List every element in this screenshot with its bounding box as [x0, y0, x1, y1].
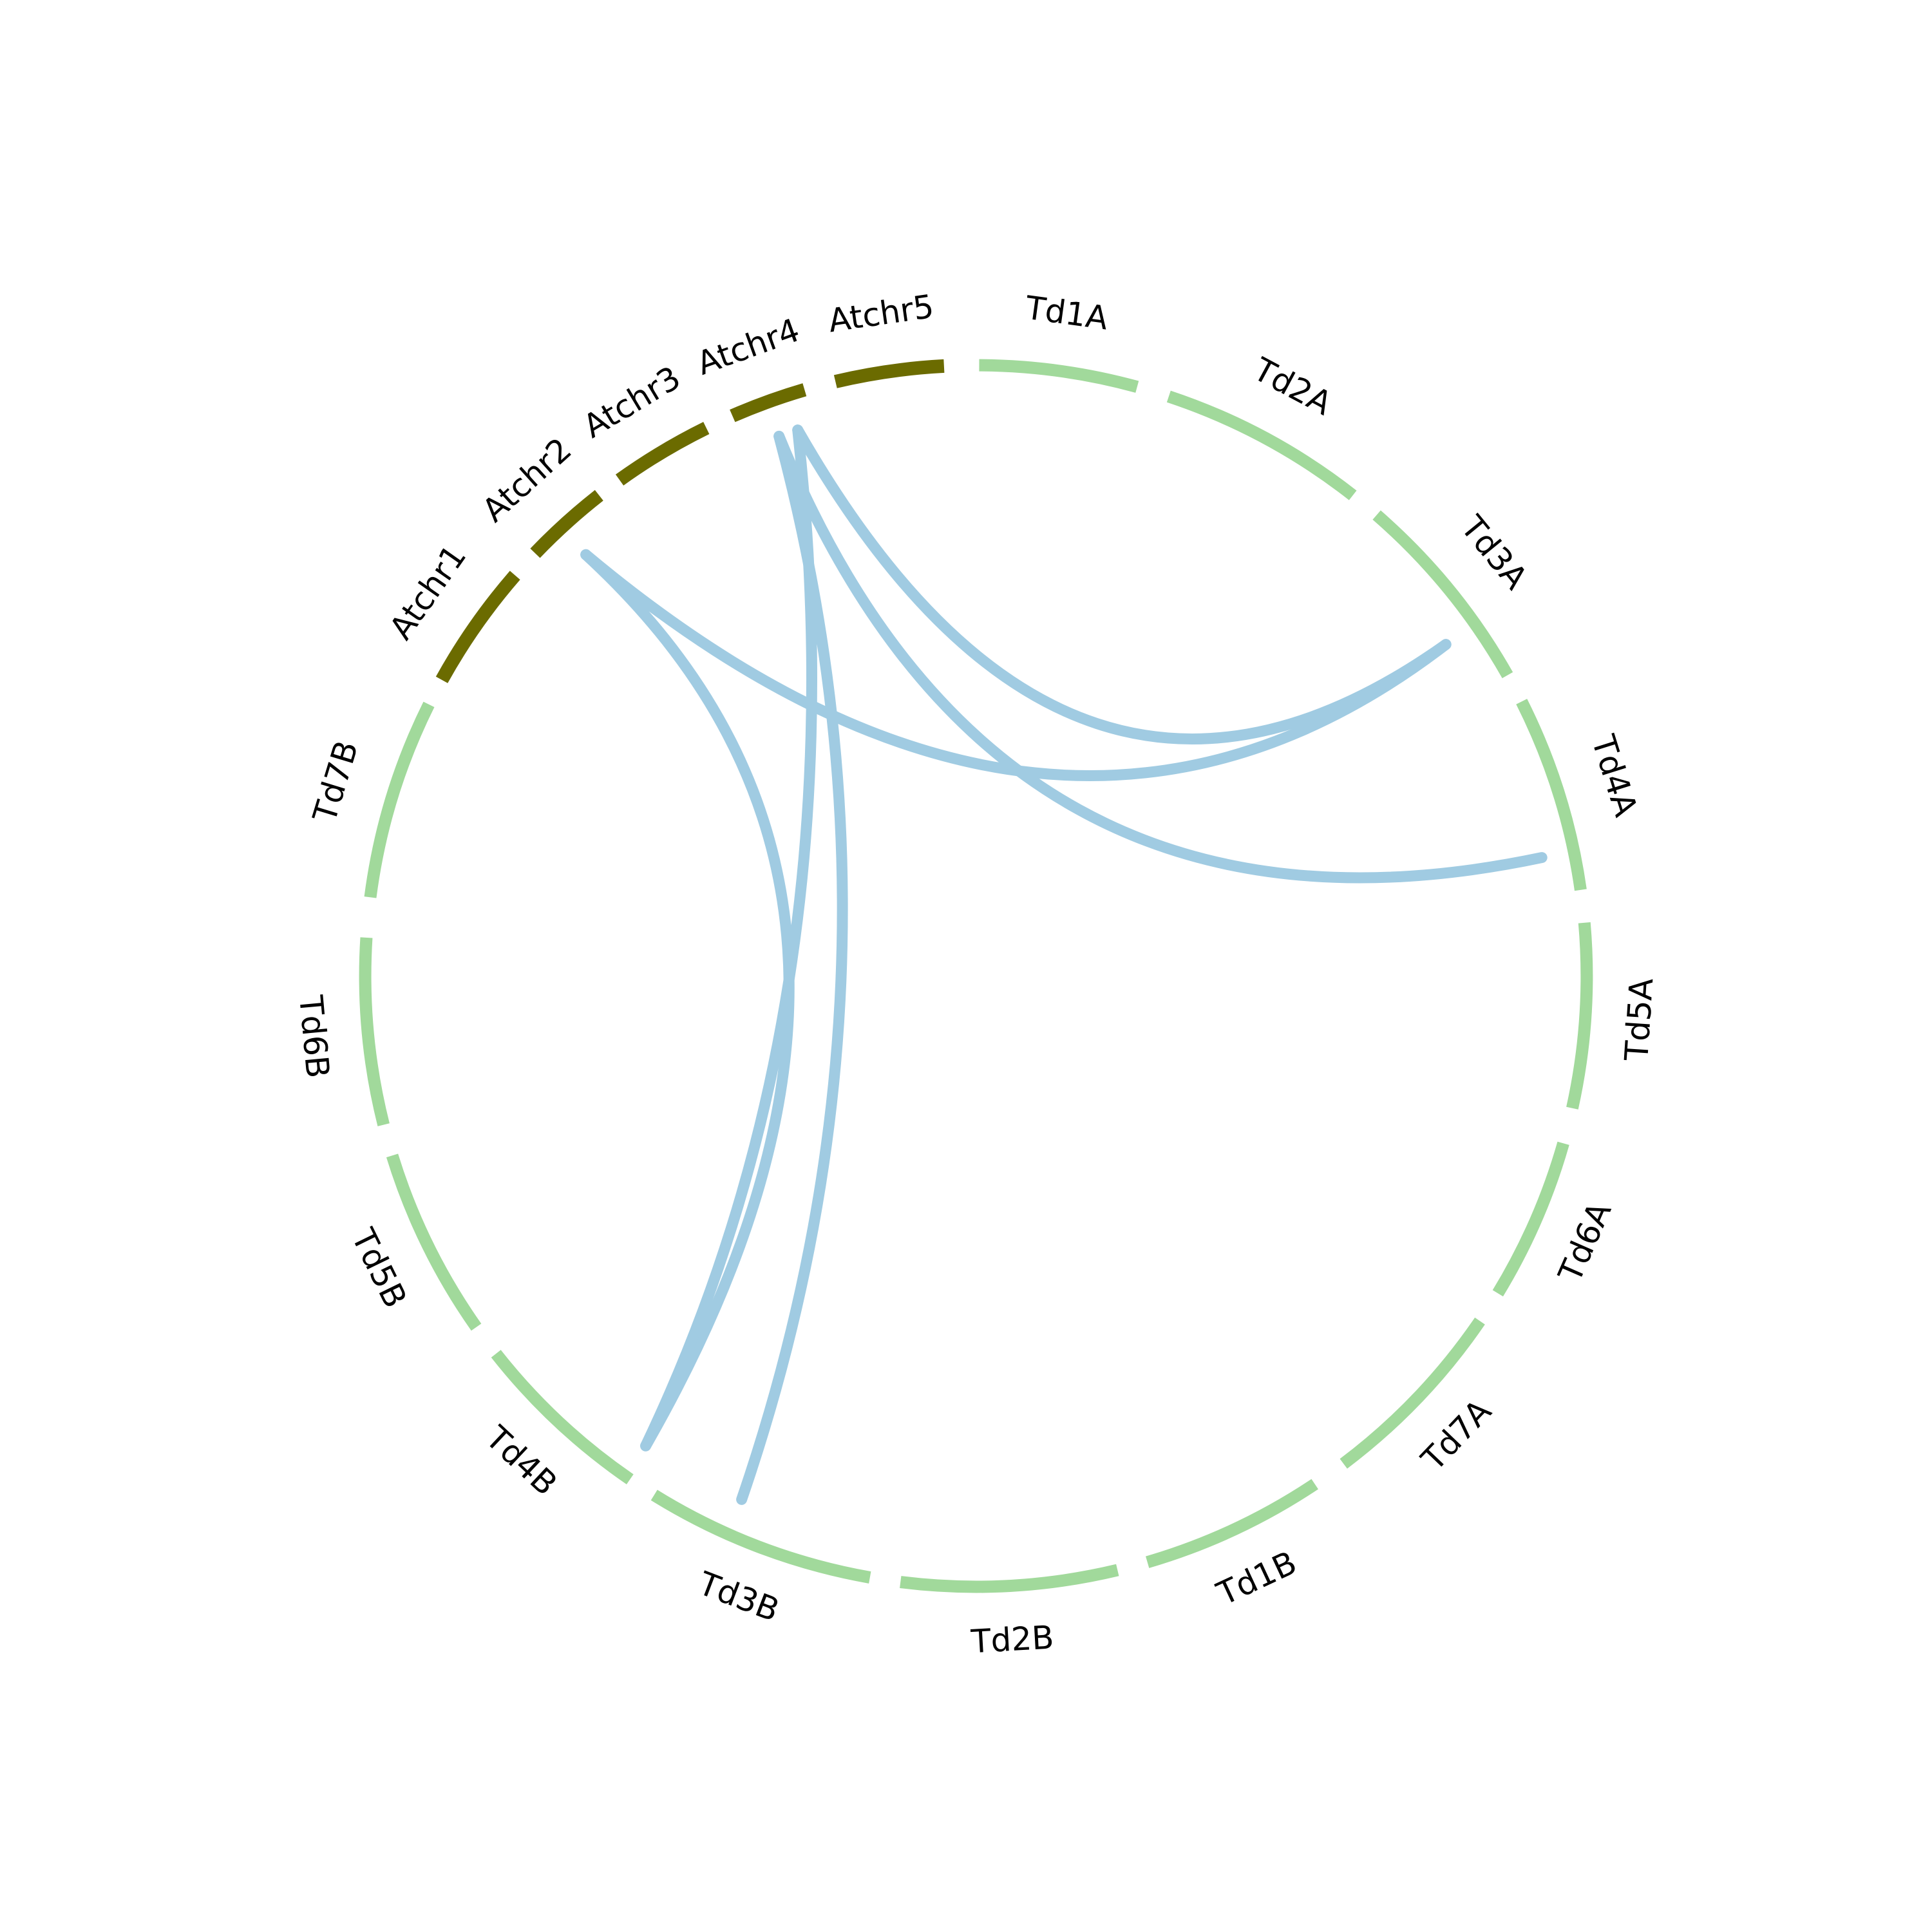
segment-arc	[900, 1564, 1119, 1593]
link	[792, 424, 1452, 744]
segment-label: Td2A	[1247, 350, 1338, 422]
segment-label: Td6B	[292, 993, 337, 1079]
segment-arc	[491, 1350, 634, 1484]
segment-arc	[650, 1490, 871, 1584]
segment-label: Td4B	[478, 1419, 564, 1503]
segment-arc	[364, 701, 435, 898]
segment-label: Td2B	[969, 1618, 1054, 1660]
segment-label: Atchr5	[826, 288, 936, 340]
segment-arc	[1492, 1141, 1569, 1297]
segment-label: Td3B	[693, 1564, 784, 1629]
segment-arc	[530, 489, 603, 558]
segment-label: Td7A	[1414, 1392, 1499, 1479]
segment-arc	[386, 1153, 482, 1331]
segment-arc	[833, 359, 945, 388]
segment-label: Td1B	[1211, 1544, 1302, 1613]
link	[773, 430, 1548, 884]
link	[580, 549, 1452, 781]
segment-label: Td5A	[1618, 977, 1660, 1063]
segment-label: Atchr2	[475, 431, 579, 529]
segment-arc	[359, 937, 390, 1126]
segment-label: Td3A	[1453, 508, 1535, 596]
segment-label: Td4A	[1584, 730, 1645, 821]
segment-arc	[435, 571, 520, 683]
segment-arc	[1340, 1317, 1485, 1469]
segment-arc	[1566, 922, 1593, 1110]
segment-arc	[1166, 390, 1357, 500]
segment-arc	[615, 422, 710, 486]
segment-label: Td6A	[1551, 1197, 1618, 1288]
segment-label: Atchr4	[692, 311, 804, 383]
segments: Td1A Td2A Td3A Td4A Td5A Td6A Td7A Td1B Td2B Td3B…	[292, 288, 1660, 1661]
segment-arc	[730, 383, 807, 422]
segment-label: Atchr1	[382, 538, 473, 647]
links	[580, 424, 1548, 1505]
segment-arc	[1516, 699, 1587, 891]
link	[580, 549, 795, 1452]
segment-arc	[1372, 510, 1513, 679]
segment-label: Atchr3	[577, 359, 687, 445]
segment-label: Td1A	[1023, 289, 1110, 337]
segment-label: Td5B	[344, 1222, 414, 1314]
segment-label: Td7B	[306, 737, 366, 828]
link	[640, 424, 817, 1452]
segment-arc	[979, 359, 1139, 393]
segment-arc	[1145, 1479, 1318, 1568]
